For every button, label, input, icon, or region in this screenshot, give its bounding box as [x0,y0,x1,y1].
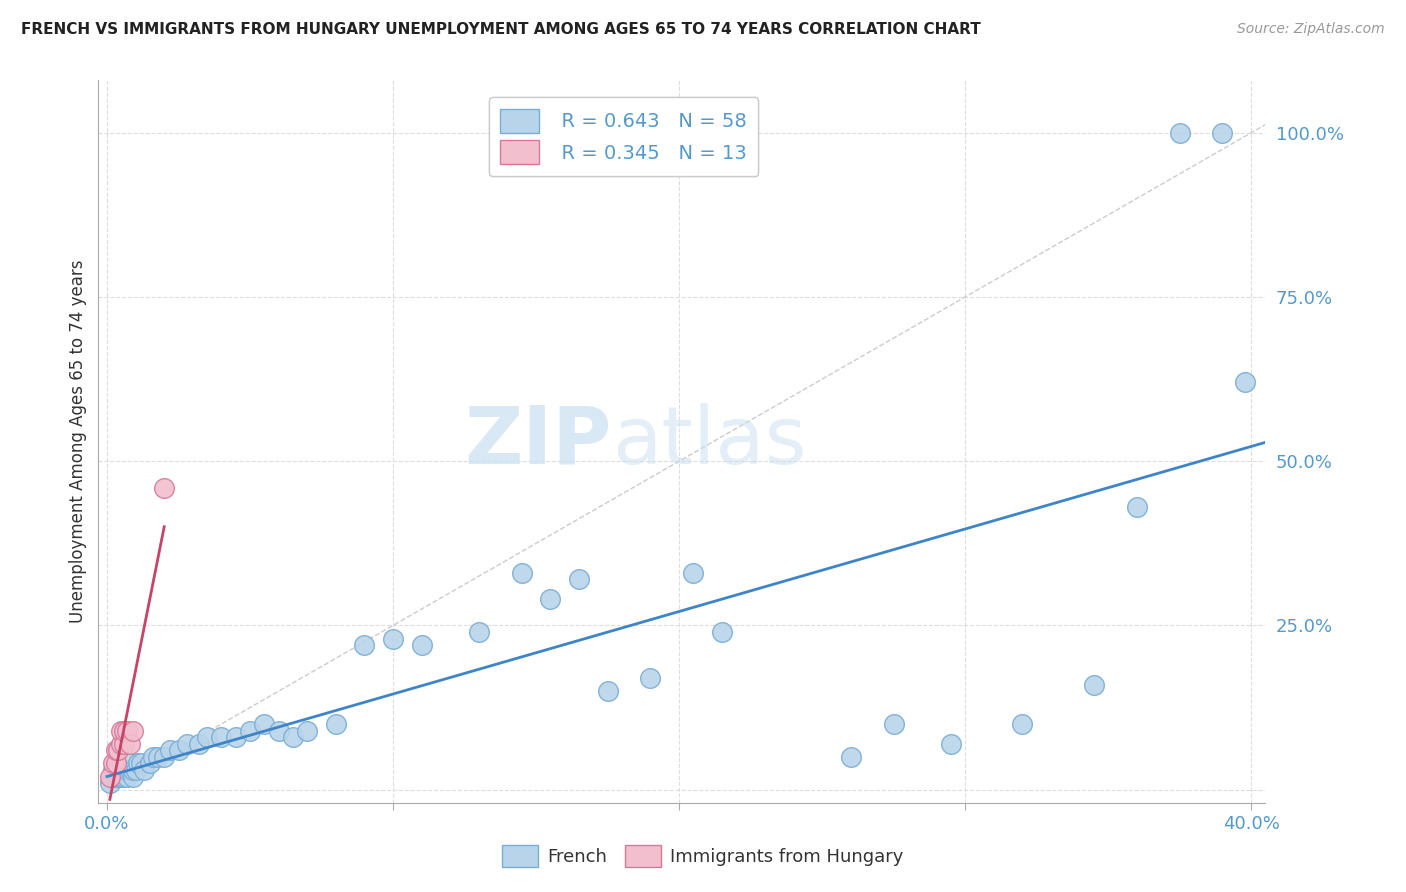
Point [112,737,135,751]
Point [596,684,619,698]
Point [112,723,135,738]
Point [195,730,218,744]
Point [148,749,170,764]
Point [411,638,433,652]
Point [104,743,127,757]
Point [682,566,704,580]
Point [118,763,141,777]
Point [253,717,276,731]
Point [167,743,190,757]
Point [209,730,232,744]
Point [98,776,121,790]
Point [110,763,132,777]
Point [121,763,143,777]
Point [939,737,962,751]
Point [468,625,491,640]
Point [112,763,135,777]
Point [110,737,132,751]
Point [101,763,124,777]
Point [104,763,127,777]
Point [353,638,375,652]
Point [124,763,146,777]
Point [98,770,121,784]
Point [568,573,591,587]
Point [107,743,129,757]
Point [187,737,209,751]
Point [538,592,561,607]
Point [112,770,135,784]
Point [239,723,262,738]
Point [134,763,156,777]
Point [115,770,138,784]
Point [127,756,149,771]
Point [1234,376,1257,390]
Point [118,737,141,751]
Text: FRENCH VS IMMIGRANTS FROM HUNGARY UNEMPLOYMENT AMONG AGES 65 TO 74 YEARS CORRELA: FRENCH VS IMMIGRANTS FROM HUNGARY UNEMPL… [21,22,981,37]
Point [121,723,143,738]
Text: ZIP: ZIP [464,402,612,481]
Point [839,749,862,764]
Point [101,770,124,784]
Point [281,730,304,744]
Text: atlas: atlas [612,402,806,481]
Point [225,730,247,744]
Point [110,723,132,738]
Point [110,770,132,784]
Point [131,756,153,771]
Point [104,770,127,784]
Point [115,723,138,738]
Point [176,737,198,751]
Point [640,671,662,685]
Y-axis label: Unemployment Among Ages 65 to 74 years: Unemployment Among Ages 65 to 74 years [69,260,87,624]
Point [267,723,290,738]
Point [104,756,127,771]
Text: Source: ZipAtlas.com: Source: ZipAtlas.com [1237,22,1385,37]
Point [1211,126,1233,140]
Point [107,770,129,784]
Point [118,756,141,771]
Point [139,756,162,771]
Point [1011,717,1033,731]
Point [382,632,405,646]
Point [115,763,138,777]
Point [883,717,905,731]
Point [1125,500,1147,515]
Point [510,566,533,580]
Point [153,481,176,495]
Point [325,717,347,731]
Legend: French, Immigrants from Hungary: French, Immigrants from Hungary [495,838,911,874]
Point [142,749,165,764]
Point [121,770,143,784]
Point [297,723,319,738]
Point [153,749,176,764]
Point [101,756,124,771]
Point [1083,677,1105,691]
Point [710,625,733,640]
Legend:   R = 0.643   N = 58,   R = 0.345   N = 13: R = 0.643 N = 58, R = 0.345 N = 13 [489,97,758,176]
Point [1168,126,1191,140]
Point [159,743,181,757]
Point [107,763,129,777]
